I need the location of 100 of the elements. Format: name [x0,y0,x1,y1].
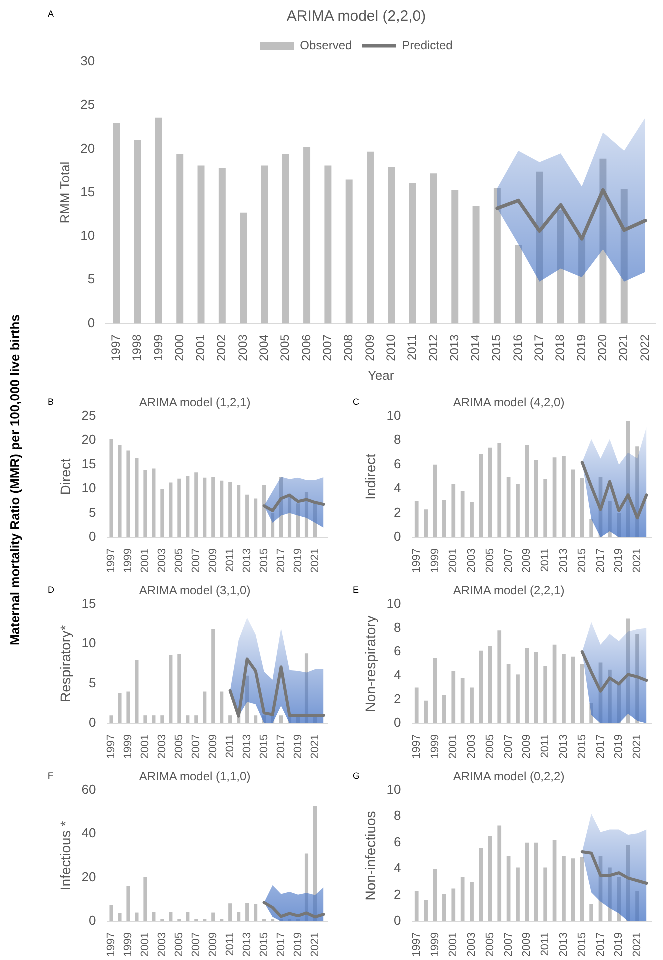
x-tick-label: 1997 [410,932,423,958]
x-tick-label: 2018 [553,334,568,362]
x-tick-label: 2013 [558,932,570,958]
x-tick-label: 2000 [172,334,186,362]
y-tick-label: 20 [80,140,96,156]
x-tick-label: 2005 [173,932,186,958]
x-tick-label: 2017 [594,548,607,574]
x-tick-label: 1997 [410,734,423,760]
x-tick-label: 2021 [309,932,322,958]
x-tick-label: 2019 [613,548,626,574]
y-tick-label: 6 [394,644,402,659]
x-tick-label: 2015 [576,932,588,958]
x-tick-label: 2019 [292,932,304,958]
x-tick-label: 2015 [258,734,270,760]
y-tick-label: 0 [394,715,402,730]
x-tick-label: 1998 [130,334,144,362]
x-tick-label: 2009 [521,548,534,574]
y-tick-label: 20 [82,869,96,884]
text: Maternal mortality Ratio (MMR) per 100,000 live births [8,314,22,646]
x-tick-label: 2009 [207,548,220,574]
x-tick-label: 2007 [190,548,202,574]
x-tick-label: 2019 [292,734,304,760]
x-tick-label: 2008 [342,334,356,362]
x-tick-label: 2015 [576,548,588,574]
y-tick-label: 10 [386,596,402,611]
x-tick-label: 2003 [466,548,478,574]
x-tick-label: 2005 [173,734,186,760]
y-tick-label: 10 [82,480,96,496]
x-tick-label: 2003 [236,334,250,362]
y-tick-label: 10 [386,782,402,797]
x-tick-label: 2013 [241,734,254,760]
chart-title: ARIMA model (2,2,0) [286,8,426,26]
text: E [353,584,360,595]
x-tick-label: 2017 [594,734,607,760]
x-tick-label: 2001 [448,932,460,958]
x-tick-label: 2021 [632,734,644,760]
x-tick-label: 2003 [156,548,168,574]
y-tick-label: 25 [82,408,96,423]
x-tick-label: 1999 [151,334,166,362]
x-tick-label: 2009 [207,932,220,958]
y-tick-label: 10 [80,228,96,244]
x-tick-label: 2011 [224,932,236,956]
x-tick-label: 1999 [122,932,135,958]
text: B [48,396,54,407]
y-tick-label: 2 [394,886,402,902]
x-tick-label: 2017 [275,734,288,760]
x-tick-label: 2009 [207,734,220,760]
y-tick-label: 8 [394,432,402,448]
x-tick-label: 2001 [139,734,152,760]
y-tick-label: 8 [394,620,402,635]
y-axis-title: Direct [57,458,74,496]
x-tick-label: 1999 [429,734,442,760]
x-tick-label: 2013 [558,734,570,760]
text: F [48,770,54,781]
y-tick-label: 0 [394,529,402,544]
x-tick-label: 2007 [502,734,515,760]
y-tick-label: 10 [386,408,402,423]
chart-title: ARIMA model (1,2,1) [139,396,251,410]
y-axis-title: Respiratory* [57,624,74,702]
y-axis-title: Non-infectiuos [362,811,378,901]
x-tick-label: 2011 [540,932,552,956]
text: C [353,396,360,407]
x-tick-label: 2007 [190,734,202,760]
y-tick-label: 4 [394,667,402,682]
x-tick-label: 2005 [173,548,186,574]
x-tick-label: 2011 [224,548,236,572]
x-tick-label: 2011 [405,334,420,361]
x-tick-label: 2001 [194,334,208,362]
x-tick-label: 1997 [106,548,118,574]
x-tick-label: 2019 [292,548,304,574]
x-tick-label: 2011 [540,548,552,572]
legend-label: Predicted [402,38,453,52]
x-tick-label: 2017 [532,334,546,362]
x-tick-label: 1997 [106,932,118,958]
x-tick-label: 2005 [278,334,292,362]
y-tick-label: 5 [89,504,96,520]
x-tick-label: 2015 [576,734,588,760]
y-tick-label: 20 [82,432,96,448]
y-tick-label: 15 [80,184,96,200]
y-tick-label: 2 [394,691,402,706]
y-tick-label: 0 [394,913,402,928]
x-tick-label: 1999 [429,548,442,574]
x-tick-label: 1999 [429,932,442,958]
text: G [353,770,360,781]
x-tick-label: 2007 [320,334,335,362]
y-tick-label: 2 [394,504,402,520]
y-tick-label: 25 [80,97,96,112]
x-tick-label: 2006 [299,334,314,362]
x-tick-label: 2021 [632,932,644,958]
x-tick-label: 2019 [574,334,588,362]
y-tick-label: 0 [89,529,96,544]
x-tick-label: 2013 [241,548,254,574]
x-tick-label: 2011 [224,734,236,758]
x-tick-label: 2017 [275,548,288,574]
y-tick-label: 4 [394,860,402,876]
x-tick-label: 2017 [275,932,288,958]
y-tick-label: 30 [80,54,96,69]
y-tick-label: 40 [82,826,96,841]
x-tick-label: 2015 [258,932,270,958]
y-tick-label: 0 [88,315,96,330]
